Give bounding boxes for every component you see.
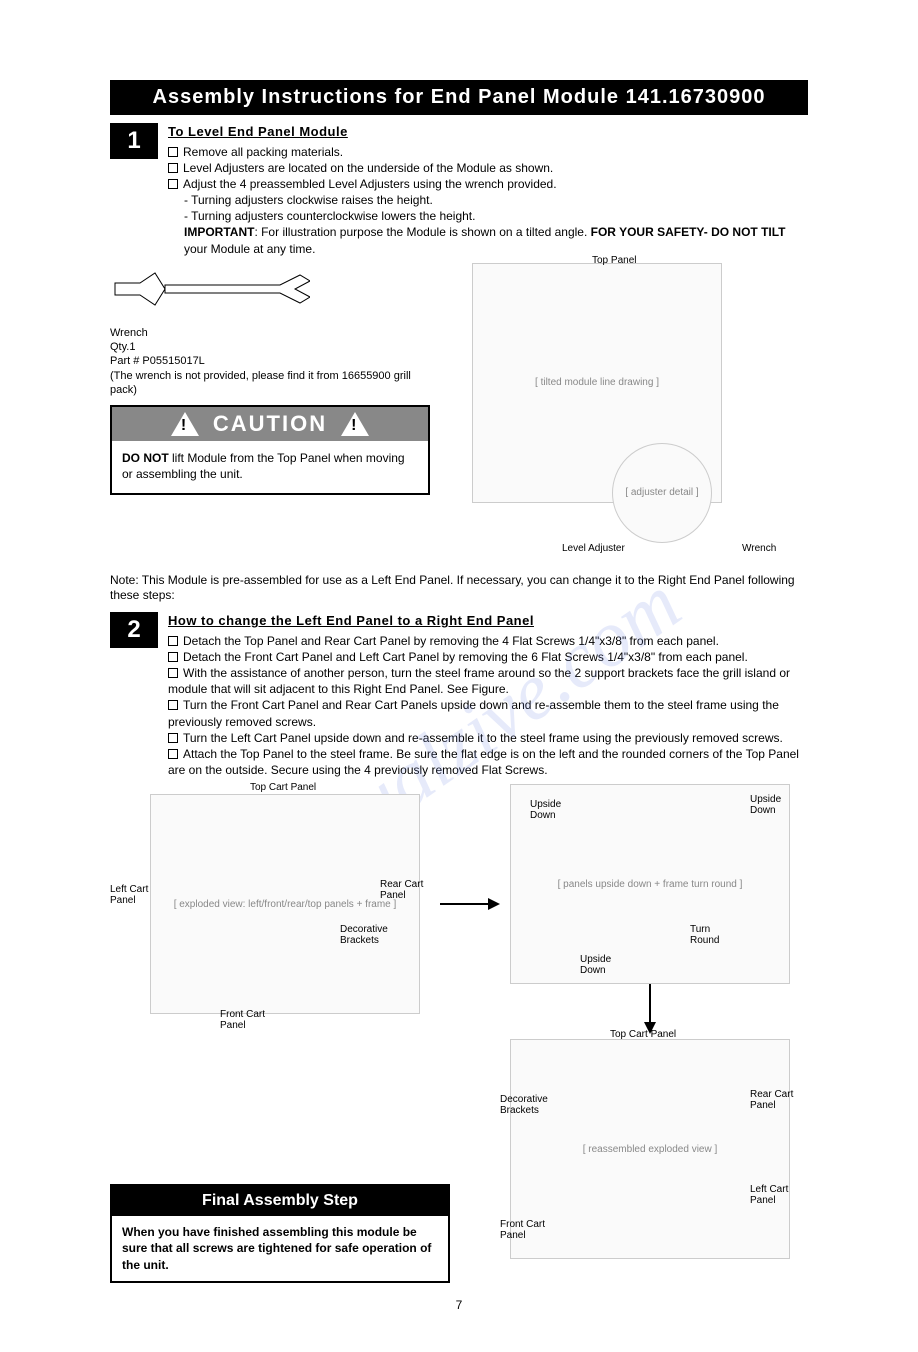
page-title: Assembly Instructions for End Panel Modu… xyxy=(110,80,808,115)
label-turn-round: Turn Round xyxy=(690,924,719,946)
checkbox-icon xyxy=(168,179,178,189)
step-1-body: To Level End Panel Module Remove all pac… xyxy=(168,123,808,257)
arrow-right-icon xyxy=(440,894,500,914)
caution-word: CAUTION xyxy=(213,411,327,437)
label-front-cart-panel: Front Cart Panel xyxy=(220,1009,265,1031)
label-top-panel: Top Panel xyxy=(592,255,636,266)
label-left-cart-panel: Left Cart Panel xyxy=(110,884,148,906)
step1-item: Adjust the 4 preassembled Level Adjuster… xyxy=(183,177,557,191)
wrench-column: Wrench Qty.1 Part # P05515017L (The wren… xyxy=(110,263,430,563)
arrow-down-icon xyxy=(640,984,660,1034)
checkbox-icon xyxy=(168,636,178,646)
step-2-body: How to change the Left End Panel to a Ri… xyxy=(168,612,808,778)
checkbox-icon xyxy=(168,668,178,678)
exploded-right-final: [ reassembled exploded view ] xyxy=(510,1039,790,1259)
step2-item: Attach the Top Panel to the steel frame.… xyxy=(168,747,799,777)
label-rear-cart-panel: Rear Cart Panel xyxy=(380,879,423,901)
module-figure: [ tilted module line drawing ] [ adjuste… xyxy=(442,263,808,563)
label-decorative-brackets: Decorative Brackets xyxy=(340,924,388,946)
step-2-title: How to change the Left End Panel to a Ri… xyxy=(168,612,808,630)
label-level-adjuster: Level Adjuster xyxy=(562,543,625,554)
page: manualzive.com Assembly Instructions for… xyxy=(0,0,918,1352)
caution-body: DO NOT lift Module from the Top Panel wh… xyxy=(112,441,428,492)
label-upside-down: Upside Down xyxy=(530,799,561,821)
step2-item: Turn the Front Cart Panel and Rear Cart … xyxy=(168,698,779,728)
caution-box: CAUTION DO NOT lift Module from the Top … xyxy=(110,405,430,494)
final-header: Final Assembly Step xyxy=(112,1186,448,1216)
final-body: When you have finished assembling this m… xyxy=(112,1216,448,1281)
wrench-icon xyxy=(110,263,310,315)
step1-item: Level Adjusters are located on the under… xyxy=(183,161,553,175)
checkbox-icon xyxy=(168,652,178,662)
step1-sub: - Turning adjusters clockwise raises the… xyxy=(168,192,808,208)
wrench-qty: Qty.1 xyxy=(110,340,430,354)
caution-header: CAUTION xyxy=(112,407,428,441)
step2-item: Detach the Top Panel and Rear Cart Panel… xyxy=(183,634,719,648)
warning-triangle-icon xyxy=(341,412,369,436)
wrench-info: Wrench Qty.1 Part # P05515017L (The wren… xyxy=(110,326,430,397)
warning-triangle-icon xyxy=(171,412,199,436)
label-upside-down-3: Upside Down xyxy=(580,954,611,976)
step1-important: IMPORTANT: For illustration purpose the … xyxy=(168,224,808,256)
exploded-left: [ exploded view: left/front/rear/top pan… xyxy=(150,794,420,1014)
caution-bold: DO NOT xyxy=(122,451,169,465)
checkbox-icon xyxy=(168,163,178,173)
safety-bold: FOR YOUR SAFETY- DO NOT TILT xyxy=(591,225,786,239)
label-front-cart-panel-2: Front Cart Panel xyxy=(500,1219,545,1241)
level-adjuster-detail: [ adjuster detail ] xyxy=(612,443,712,543)
figure-row-1: Wrench Qty.1 Part # P05515017L (The wren… xyxy=(110,263,808,563)
important-label: IMPORTANT xyxy=(184,225,254,239)
label-top-cart-panel: Top Cart Panel xyxy=(250,782,316,793)
step-number-2: 2 xyxy=(110,612,158,648)
step1-item: Remove all packing materials. xyxy=(183,145,343,159)
wrench-note: (The wrench is not provided, please find… xyxy=(110,369,430,398)
step-1: 1 To Level End Panel Module Remove all p… xyxy=(110,123,808,257)
wrench-part: Part # P05515017L xyxy=(110,354,430,368)
wrench-label: Wrench xyxy=(110,326,430,340)
final-assembly-box: Final Assembly Step When you have finish… xyxy=(110,1184,450,1283)
important-text: : For illustration purpose the Module is… xyxy=(254,225,590,239)
label-wrench: Wrench xyxy=(742,543,776,554)
step2-item: Turn the Left Cart Panel upside down and… xyxy=(183,731,783,745)
safety-rest: your Module at any time. xyxy=(184,242,315,256)
exploded-diagrams: [ exploded view: left/front/rear/top pan… xyxy=(110,784,808,1284)
label-top-cart-panel-2: Top Cart Panel xyxy=(610,1029,676,1040)
pre-step2-note: Note: This Module is pre-assembled for u… xyxy=(110,573,808,604)
step2-item: Detach the Front Cart Panel and Left Car… xyxy=(183,650,748,664)
label-decorative-brackets-2: Decorative Brackets xyxy=(500,1094,548,1116)
checkbox-icon xyxy=(168,749,178,759)
checkbox-icon xyxy=(168,700,178,710)
label-rear-cart-panel-2: Rear Cart Panel xyxy=(750,1089,793,1111)
label-upside-down-2: Upside Down xyxy=(750,794,781,816)
checkbox-icon xyxy=(168,147,178,157)
step2-item: With the assistance of another person, t… xyxy=(168,666,790,696)
step-number-1: 1 xyxy=(110,123,158,159)
step-2: 2 How to change the Left End Panel to a … xyxy=(110,612,808,778)
step-1-title: To Level End Panel Module xyxy=(168,123,808,141)
step1-sub: - Turning adjusters counterclockwise low… xyxy=(168,208,808,224)
checkbox-icon xyxy=(168,733,178,743)
page-number: 7 xyxy=(110,1298,808,1312)
